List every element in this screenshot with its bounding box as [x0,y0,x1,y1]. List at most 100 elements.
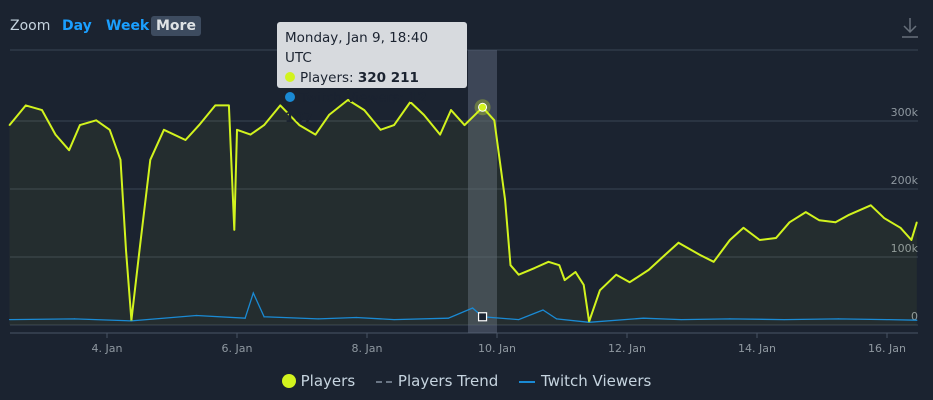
x-tick-label: 12. Jan [608,342,646,355]
players-point [363,109,366,111]
x-tick-label: 6. Jan [222,342,253,355]
players-point [8,124,11,126]
twitch-dot-icon [285,92,295,102]
twitch-hover-marker [477,312,488,322]
players-point [138,249,141,251]
players-point [493,119,496,122]
players-point [263,124,265,126]
tooltip: Monday, Jan 9, 18:40 UTC Players: 320 21… [277,22,467,126]
legend-item-twitch-viewers[interactable]: Twitch Viewers [519,372,651,390]
players-point [463,124,466,126]
zoom-label: Zoom [10,18,51,34]
players-dot-icon [285,72,295,82]
twitch-point [555,318,558,320]
zoom-more-button[interactable]: More [151,16,201,36]
tooltip-twitch-row: Twitch Viewers: 12 107 [285,88,459,128]
x-tick-label: 4. Jan [92,342,123,355]
players-point [504,199,506,201]
players-point [883,217,886,220]
legend-item-players[interactable]: Players [281,372,356,390]
players-point [450,109,452,111]
twitch-point [588,321,590,323]
players-area [9,99,917,326]
players-point [279,104,282,107]
twitch-point [195,314,197,317]
zoom-day-button[interactable]: Day [62,18,92,34]
tooltip-twitch-value: 12 107 [285,90,427,126]
players-point [910,239,913,241]
players-chart[interactable]: 0 100k 200k 300k 4. Jan 6. Jan 8. Jan 10. Jan 12… [0,0,933,370]
twitch-point [729,318,731,320]
players-point [574,271,577,273]
twitch-point [355,316,357,319]
players-point [328,114,330,116]
y-tick-label: 100k [891,242,919,255]
players-point [119,158,122,161]
players-point [563,279,566,281]
legend-item-players-trend[interactable]: Players Trend [375,372,499,390]
x-tick-label: 14. Jan [738,342,776,355]
players-point [198,124,200,126]
download-icon[interactable] [902,18,918,38]
twitch-point [472,307,474,309]
players-point [775,237,777,239]
players-point [804,211,807,213]
players-point [582,284,585,286]
players-point [517,273,520,276]
tooltip-title: Monday, Jan 9, 18:40 UTC [285,30,429,66]
players-point [712,260,715,263]
players-point [647,269,650,271]
legend-label: Twitch Viewers [541,372,652,390]
x-tick-label: 10. Jan [478,342,516,355]
tooltip-players-value: 320 211 [357,70,419,86]
players-point [599,289,601,292]
players-point [615,273,617,276]
players-point [125,249,127,251]
players-point [509,264,512,266]
players-point [664,254,666,256]
players-point [249,133,252,136]
twitch-point [680,318,682,321]
twitch-point [837,318,839,320]
players-point [236,129,238,131]
twitch-point [518,318,520,321]
twitch-point [447,317,449,319]
twitch-point [886,318,888,321]
y-tick-label: 0 [911,310,918,323]
legend-label: Players [300,372,356,390]
x-tick-label: 16. Jan [868,342,906,355]
players-point [79,124,81,126]
legend: Players Players Trend Twitch Viewers [0,372,933,390]
players-point [228,104,230,107]
twitch-point [542,309,544,311]
crosshair-band [468,50,497,333]
y-tick-label: 300k [891,106,919,119]
players-point [163,129,165,131]
players-point [534,267,536,269]
twitch-point [393,318,395,321]
players-point [729,239,731,241]
twitch-point [642,317,644,319]
players-legend-icon [281,374,296,388]
players-point [423,114,425,116]
players-point [547,260,550,263]
players-point [95,119,97,122]
players-point [24,104,27,107]
players-point [393,124,395,126]
tooltip-players-row: Players: 320 211 [285,68,459,88]
trend-legend-icon [375,380,392,383]
tooltip-twitch-label: Twitch Viewers: [300,90,409,106]
players-point [899,226,902,229]
players-point [184,139,187,141]
twitch-point [916,319,918,321]
legend-label: Players Trend [397,372,499,390]
zoom-week-button[interactable]: Week [106,18,150,34]
players-point [869,204,872,207]
players-point [915,221,918,224]
players-point [409,101,412,103]
twitch-point [8,318,11,321]
twitch-point [244,317,246,319]
tooltip-players-label: Players: [300,70,358,86]
x-tick-label: 8. Jan [352,342,383,355]
